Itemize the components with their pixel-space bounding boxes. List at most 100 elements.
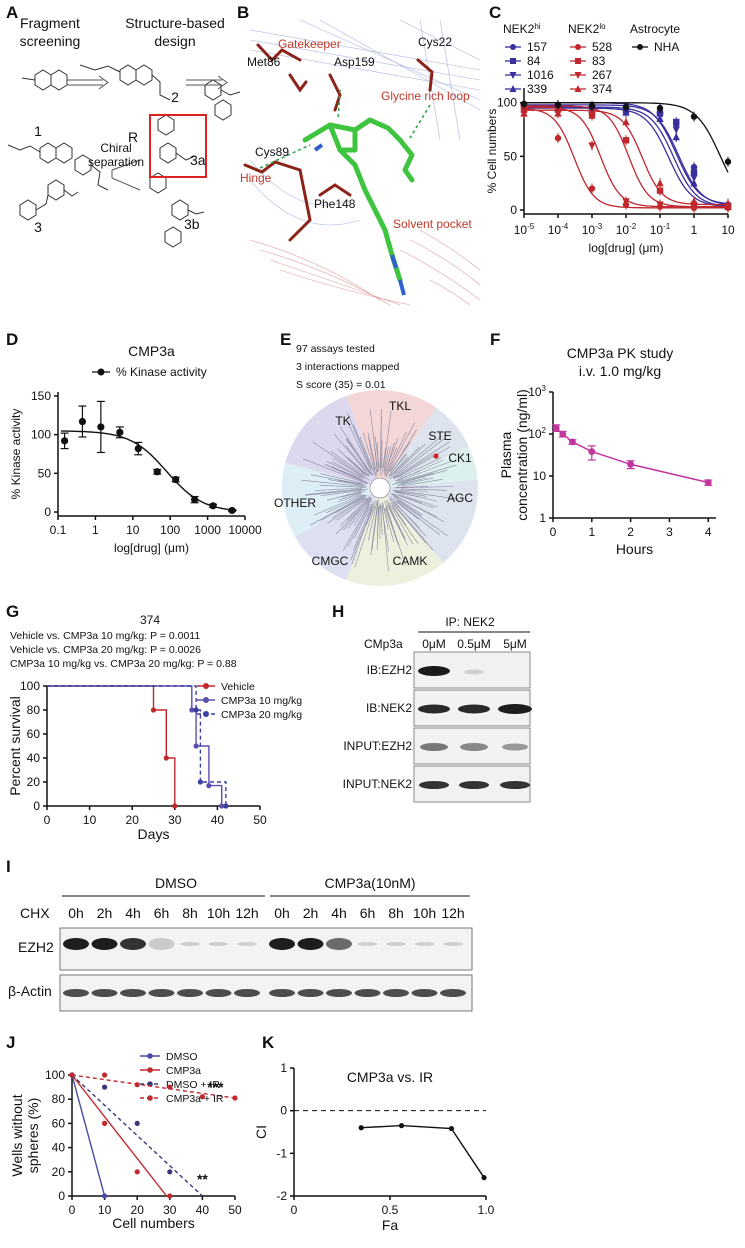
y-tick-label: 50	[38, 466, 52, 480]
series-line	[361, 1124, 485, 1179]
data-point	[481, 1175, 487, 1181]
kinome-branch	[386, 499, 406, 540]
kinome-branch	[342, 497, 372, 531]
event-marker	[150, 707, 157, 713]
legend-marker	[509, 85, 517, 92]
highlight-box-3a	[149, 114, 207, 178]
kinome-branch	[387, 453, 406, 479]
kinome-branch	[385, 432, 407, 477]
y-tick-label: 100	[45, 1068, 65, 1082]
kinome-branch	[353, 501, 374, 551]
legend-entry: DMSO	[166, 1051, 198, 1063]
panel-letter-d: D	[6, 330, 18, 349]
panel-letter-k: K	[262, 1033, 275, 1052]
chart-subtitle: i.v. 1.0 mg/kg	[579, 363, 661, 379]
x-axis-label: log[drug] (μm)	[114, 541, 189, 555]
kinome-branch	[353, 503, 372, 539]
x-tick-label: 3	[666, 525, 673, 539]
data-point	[627, 460, 635, 468]
data-point	[398, 1123, 405, 1129]
chiral-label-1: Chiral	[100, 141, 131, 155]
blot-band	[418, 666, 450, 676]
blot-row-input-nek2: INPUT:NEK2	[343, 765, 531, 803]
kinome-branch	[300, 479, 368, 488]
y-tick-label: 102	[528, 426, 546, 441]
kinome-branch	[381, 506, 390, 552]
fragment-heading-2: screening	[20, 33, 81, 49]
actin-band	[177, 989, 203, 997]
kinome-branch	[336, 497, 368, 521]
data-point	[102, 1084, 108, 1090]
compound-label-3a: 3a	[190, 152, 206, 168]
legend-marker	[147, 1053, 153, 1059]
kinome-branch	[395, 464, 457, 484]
kinome-branch	[390, 429, 417, 473]
kinase-group-label: OTHER	[274, 496, 316, 510]
legend-entry: Vehicle	[221, 681, 255, 693]
actin-band	[326, 989, 352, 997]
blot-band	[458, 704, 490, 714]
legend-marker	[147, 1067, 153, 1073]
data-point	[656, 114, 664, 123]
kinome-center	[369, 477, 391, 499]
kinome-branch	[396, 446, 451, 479]
kinome-branch	[385, 506, 406, 566]
kinome-branch	[368, 500, 378, 541]
blot-row-ib-nek2: IB:NEK2	[366, 689, 532, 727]
y-tick-label: 0	[58, 1189, 65, 1203]
panel-letter-a: A	[6, 3, 18, 22]
series-line	[555, 427, 709, 484]
kinome-branch	[330, 450, 364, 476]
blot-row-ib-ezh2: IB:EZH2	[367, 651, 531, 689]
x-tick-label: 10	[126, 523, 140, 537]
kinome-branch	[326, 460, 361, 478]
kinome-branch	[369, 409, 379, 472]
legend-entry: 267	[592, 68, 612, 82]
kinome-branch	[332, 498, 365, 518]
panel-a: A Fragment screening Structure-based des…	[6, 3, 241, 248]
data-point	[588, 185, 596, 192]
y-tick-label: 20	[27, 775, 41, 789]
kinome-branch	[337, 493, 362, 503]
kinome-branch	[332, 457, 364, 478]
y-tick-label: 0	[33, 799, 40, 813]
data-point	[554, 109, 562, 117]
legend-header: NEK2lo	[568, 22, 606, 36]
panel-letter-e: E	[280, 330, 291, 349]
event-marker	[197, 779, 203, 785]
structure-heading-1: Structure-based	[125, 15, 225, 31]
kinome-branch	[400, 489, 428, 492]
data-point	[102, 1193, 108, 1199]
x-tick-label: 10-4	[548, 222, 569, 237]
kinome-branch	[337, 479, 362, 485]
time-label: 12h	[441, 905, 464, 921]
data-point	[199, 1094, 205, 1100]
x-axis-label: log[drug] (μm)	[589, 241, 664, 255]
compound-label-1: 1	[34, 123, 42, 139]
time-label: 2h	[303, 905, 319, 921]
y-tick-label: 40	[52, 1141, 66, 1155]
kinome-branch	[383, 410, 392, 469]
data-point	[191, 496, 199, 504]
time-label: 6h	[360, 905, 376, 921]
label-hinge: Hinge	[240, 171, 272, 185]
kinome-branch	[393, 497, 422, 517]
ligand-nitrogens	[313, 143, 406, 296]
kinome-branch	[310, 474, 367, 486]
legend-entry: NHA	[654, 40, 679, 54]
data-point	[153, 468, 161, 476]
actin-band	[354, 989, 381, 997]
kinome-branch	[396, 501, 441, 536]
event-marker	[223, 803, 229, 809]
y-tick-label: 60	[27, 727, 41, 741]
row-label-input-nek2: INPUT:NEK2	[343, 777, 413, 791]
kinome-branch	[393, 441, 450, 479]
kinome-branch	[305, 488, 362, 495]
legend-entry: % Kinase activity	[116, 365, 207, 379]
fragment-heading-1: Fragment	[20, 15, 80, 31]
kinome-branch	[376, 506, 379, 551]
kinome-branch	[384, 446, 392, 472]
kinome-branch	[393, 454, 433, 480]
kinome-branch	[320, 490, 364, 496]
kinome-branch	[398, 493, 438, 508]
